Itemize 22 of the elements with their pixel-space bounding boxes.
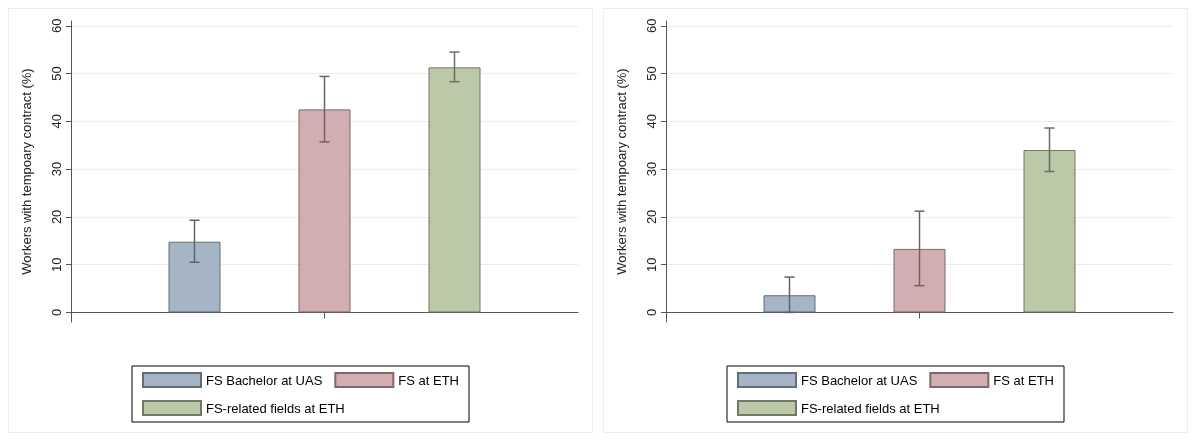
y-tick-label: 60 [644,18,659,34]
legend-label: FS-related fields at ETH [801,400,940,416]
legend-label: FS-related fields at ETH [206,400,345,416]
legend-label: FS Bachelor at UAS [206,372,323,388]
y-tick-label: 30 [644,161,659,177]
y-tick-label: 60 [49,18,64,34]
y-tick-label: 50 [644,66,659,81]
y-tick-label: 20 [644,209,659,225]
y-tick-label: 0 [644,308,659,317]
y-axis-title: Workers with tempoary contract (%) [19,68,34,275]
y-tick-label: 10 [644,257,659,272]
y-tick-label: 0 [49,308,64,317]
y-tick-label: 30 [49,161,64,177]
y-tick-label: 20 [49,209,64,225]
y-tick-label: 40 [644,114,659,129]
legend-label: FS Bachelor at UAS [801,372,918,388]
y-tick-label: 50 [49,66,64,81]
y-tick-label: 40 [49,114,64,129]
legend-label: FS at ETH [993,372,1055,388]
y-tick-label: 10 [49,257,64,272]
y-axis-title: Workers with tempoary contract (%) [614,68,629,275]
legend-label: FS at ETH [398,372,460,388]
